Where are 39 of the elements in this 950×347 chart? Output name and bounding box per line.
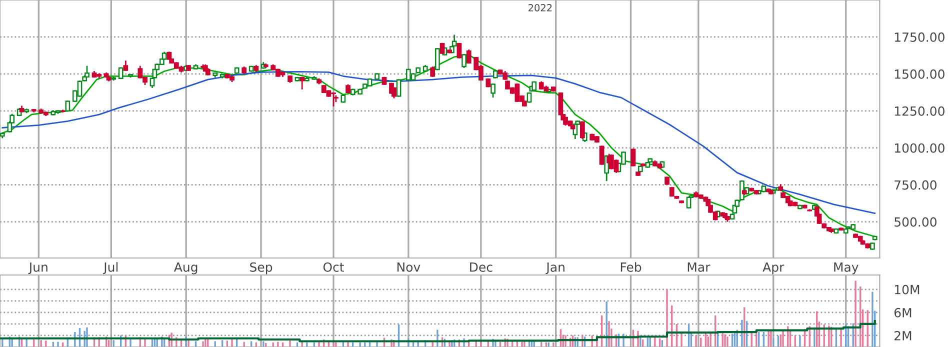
x-tick-label: May xyxy=(834,262,858,274)
y-tick-label: 6M xyxy=(894,308,912,318)
candlestick xyxy=(580,120,585,140)
y-tick-label: 1250.00 xyxy=(894,106,944,116)
candlestick xyxy=(490,82,496,98)
y-tick-label: 10M xyxy=(894,284,920,294)
x-tick-label: Oct xyxy=(323,262,344,272)
candlestick xyxy=(396,78,402,98)
candlestick xyxy=(686,196,692,210)
candlestick xyxy=(462,53,466,69)
y-tick-label: 1000.00 xyxy=(894,143,944,153)
candlestick xyxy=(466,48,472,64)
annotation: 2022 xyxy=(528,4,552,12)
x-tick-label: Dec xyxy=(470,262,492,272)
y-tick-label: 750.00 xyxy=(894,180,936,190)
candlestick xyxy=(456,42,462,60)
candlestick xyxy=(430,66,436,78)
candlestick xyxy=(599,144,604,166)
y-tick-label: 2M xyxy=(894,330,912,340)
x-tick-label: Apr xyxy=(762,262,784,274)
x-tick-label: Nov xyxy=(397,262,420,272)
candlestick xyxy=(123,60,128,72)
x-tick-label: Mar xyxy=(688,262,710,272)
line-series xyxy=(2,71,876,214)
candlestick xyxy=(630,148,636,168)
x-tick-label: Jul xyxy=(102,262,118,274)
y-tick-label: 1500.00 xyxy=(894,69,944,79)
y-tick-label: 1750.00 xyxy=(894,32,944,42)
x-tick-label: Jan xyxy=(546,262,564,274)
candlestick xyxy=(391,86,396,100)
x-tick-label: Jun xyxy=(28,262,48,274)
y-tick-label: 500.00 xyxy=(894,217,936,227)
line-series xyxy=(2,54,876,238)
candlestick xyxy=(558,92,564,116)
candlestick xyxy=(300,76,305,90)
x-tick-label: Sep xyxy=(250,262,272,274)
x-tick-label: Aug xyxy=(174,262,198,274)
candlestick xyxy=(434,47,440,71)
x-tick-label: Feb xyxy=(620,262,642,272)
